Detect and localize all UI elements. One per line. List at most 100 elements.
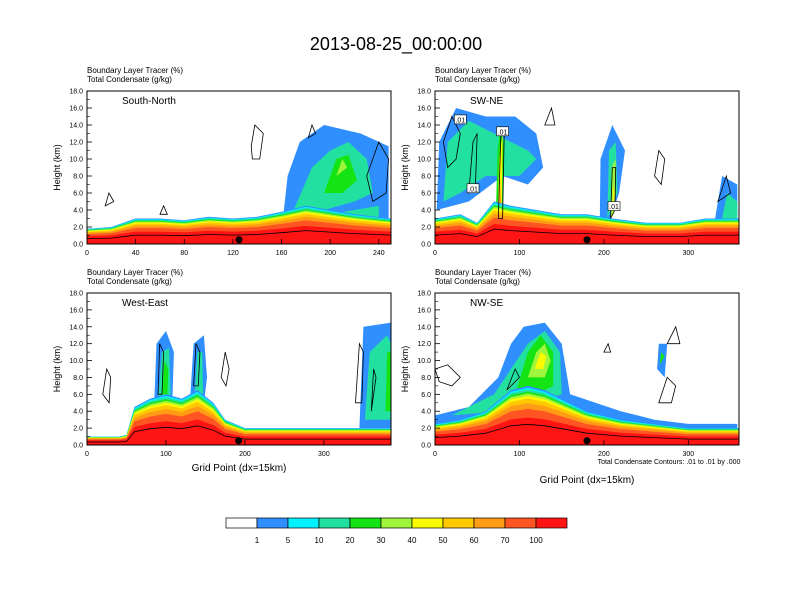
tracer-plume: [657, 343, 668, 378]
panel-label-tracer: Boundary Layer Tracer (%): [435, 66, 531, 75]
condensate-contour: [104, 191, 115, 207]
condensate-contour: [506, 368, 520, 391]
terrain-line: [87, 425, 391, 443]
contour-label-box: [454, 114, 467, 125]
section-label: SW-NE: [470, 96, 503, 107]
x-tick-label: 300: [682, 250, 694, 257]
colorbar-label: 70: [501, 536, 510, 545]
panel-plot-area: [87, 293, 391, 445]
condensate-contour: [250, 124, 264, 160]
colorbar-label: 20: [346, 536, 355, 545]
condensate-contour: [603, 342, 612, 353]
y-tick-label: 6.0: [73, 392, 83, 399]
colorbar-swatch: [256, 517, 289, 529]
panel-label-tracer: Boundary Layer Tracer (%): [87, 268, 183, 277]
tracer-plume: [324, 154, 357, 193]
x-tick-label: 300: [318, 451, 330, 458]
colorbar-label: 1: [255, 536, 260, 545]
x-tick-label: 300: [682, 451, 694, 458]
colorbar: 1 5 10 20 30 40 50 60 70 100: [225, 517, 568, 545]
y-tick-label: 18.0: [417, 291, 431, 298]
y-tick-label: 0.0: [73, 443, 83, 450]
panel-label-condensate: Total Condensate (g/kg): [435, 75, 520, 84]
colorbar-swatch: [442, 517, 475, 529]
location-marker: [235, 236, 243, 244]
location-marker: [235, 437, 243, 445]
tracer-plume: [443, 120, 537, 202]
terrain-line: [435, 423, 739, 440]
y-tick-label: 14.0: [69, 324, 83, 331]
condensate-contour: [717, 174, 732, 203]
contour-label-box: [607, 201, 621, 211]
colorbar-label: 100: [529, 536, 543, 545]
y-tick-label: 12.0: [69, 341, 83, 348]
colorbar-swatch: [411, 517, 444, 529]
y-tick-label: 6.0: [421, 392, 431, 399]
colorbar-swatch: [535, 517, 568, 529]
y-axis-label: Height (km): [400, 144, 410, 191]
panel-label-tracer: Boundary Layer Tracer (%): [435, 268, 531, 277]
y-tick-label: 4.0: [73, 208, 83, 215]
x-tick-label: 200: [239, 451, 251, 458]
y-tick-label: 16.0: [69, 307, 83, 314]
x-tick-label: 80: [180, 250, 188, 257]
colorbar-swatch: [380, 517, 413, 529]
y-tick-label: 10.0: [417, 157, 431, 164]
y-tick-label: 4.0: [73, 409, 83, 416]
y-tick-label: 12.0: [417, 341, 431, 348]
section-label: NW-SE: [470, 298, 503, 309]
panel-2: Boundary Layer Tracer (%)Total Condensat…: [400, 66, 740, 257]
y-tick-label: 16.0: [69, 106, 83, 113]
location-marker: [583, 437, 591, 445]
colorbar-label: 30: [377, 536, 386, 545]
colorbar-swatch: [504, 517, 537, 529]
x-axis-label: Grid Point (dx=15km): [192, 463, 287, 474]
y-tick-label: 10.0: [69, 157, 83, 164]
y-tick-label: 4.0: [421, 409, 431, 416]
terrain-line: [87, 230, 391, 239]
x-tick-label: 40: [132, 250, 140, 257]
condensate-contour: [159, 204, 168, 215]
contour-note: Total Condensate Contours: .01 to .01 by…: [598, 459, 741, 466]
y-tick-label: 16.0: [417, 307, 431, 314]
y-tick-label: 18.0: [69, 291, 83, 298]
contour-label-box: [496, 126, 509, 137]
x-tick-label: 100: [160, 451, 172, 458]
y-tick-label: 14.0: [417, 324, 431, 331]
y-tick-label: 12.0: [417, 140, 431, 147]
panel-label-tracer: Boundary Layer Tracer (%): [87, 66, 183, 75]
condensate-contour: [654, 149, 666, 186]
panels: Boundary Layer Tracer (%)Total Condensat…: [52, 66, 740, 486]
tracer-plume: [162, 360, 169, 395]
panel-label-condensate: Total Condensate (g/kg): [87, 75, 172, 84]
y-tick-label: 0.0: [421, 443, 431, 450]
y-tick-label: 8.0: [73, 375, 83, 382]
condensate-contour: [544, 106, 556, 126]
colorbar-label: 10: [315, 536, 324, 545]
y-tick-label: 6.0: [421, 191, 431, 198]
colorbar-label: 50: [439, 536, 448, 545]
tracer-plume: [336, 159, 348, 176]
y-axis-label: Height (km): [52, 144, 62, 191]
y-tick-label: 18.0: [417, 89, 431, 96]
x-tick-label: 160: [276, 250, 288, 257]
panel-4: Boundary Layer Tracer (%) Total Condensat…: [400, 268, 740, 486]
y-tick-label: 2.0: [73, 426, 83, 433]
y-tick-label: 18.0: [69, 89, 83, 96]
section-label: West-East: [122, 298, 168, 309]
colorbar-swatch: [225, 517, 258, 529]
terrain-line: [435, 228, 739, 238]
x-tick-label: 100: [514, 250, 526, 257]
panel-1: Boundary Layer Tracer (%)Total Condensat…: [52, 66, 392, 257]
y-tick-label: 6.0: [73, 191, 83, 198]
colorbar-swatch: [318, 517, 351, 529]
y-tick-label: 14.0: [417, 123, 431, 130]
condensate-contour: [220, 352, 230, 388]
condensate-contour: [355, 342, 364, 404]
condensate-contour: [102, 367, 112, 404]
figure-title: 2013-08-25_00:00:00: [310, 34, 482, 55]
y-tick-label: 14.0: [69, 123, 83, 130]
y-tick-label: 8.0: [421, 174, 431, 181]
x-tick-label: 0: [433, 451, 437, 458]
y-tick-label: 4.0: [421, 208, 431, 215]
